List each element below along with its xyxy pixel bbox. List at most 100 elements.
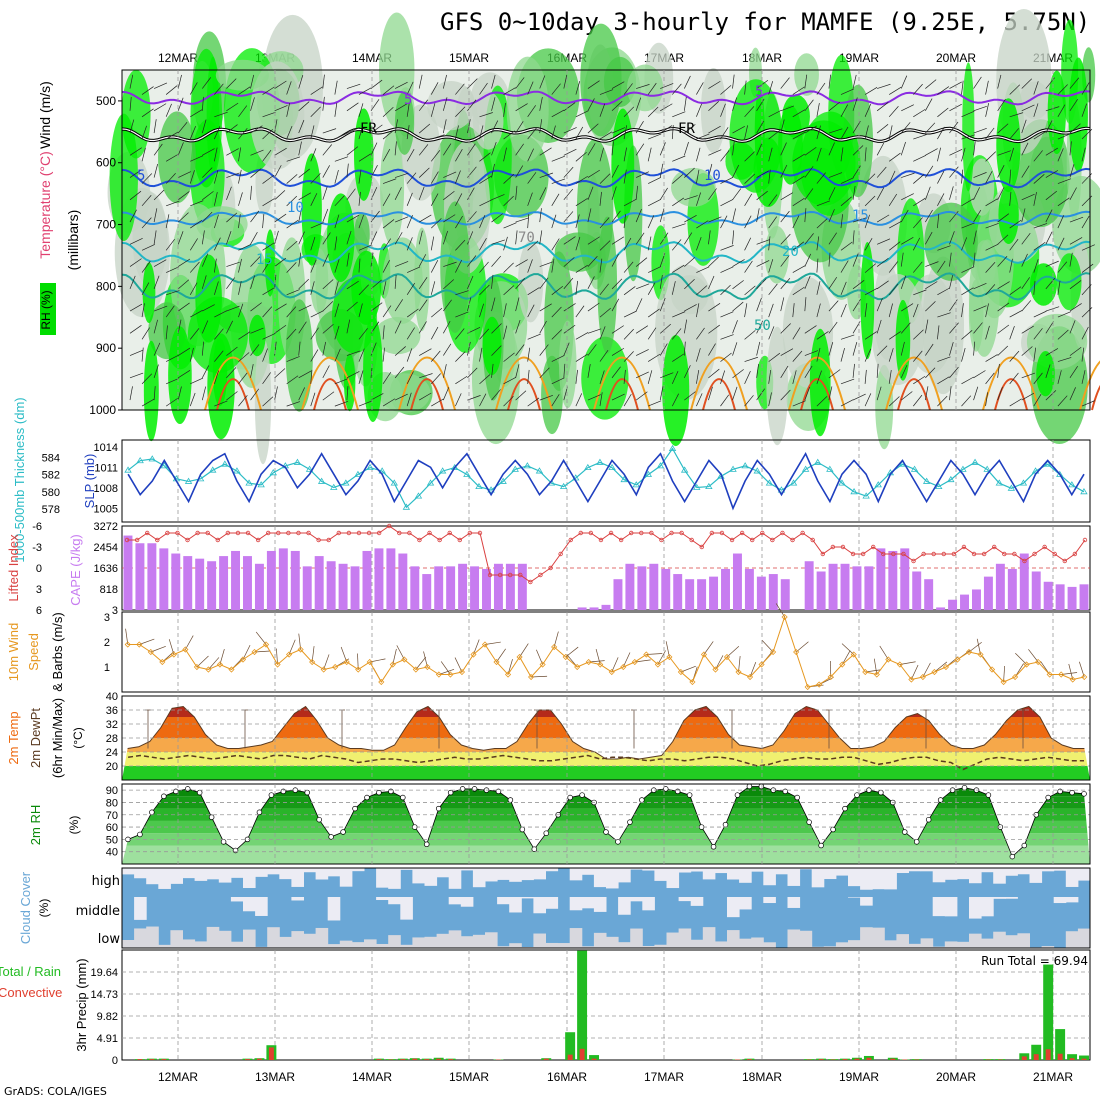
wind-barb: [1033, 241, 1046, 251]
rh-point: [674, 788, 681, 795]
wind-barb: [129, 74, 134, 89]
cloud-high-cell: [920, 868, 934, 872]
wind-barb: [141, 125, 147, 140]
rh-point: [400, 794, 406, 801]
cape-bar: [900, 548, 910, 610]
wind-barb: [985, 103, 989, 117]
y-axis-label: 3hr Precip (mm): [74, 958, 89, 1051]
wind-barb: [141, 303, 145, 318]
wind-barb: [322, 232, 331, 245]
wind-barb: [322, 186, 328, 200]
wind-barb: [1068, 663, 1074, 680]
wind-barb: [455, 290, 469, 296]
cloud-middle-cell: [388, 897, 401, 905]
wind-barb: [467, 395, 481, 401]
wind-barb: [720, 85, 732, 95]
wind-barb: [635, 97, 642, 111]
wind-barb: [196, 655, 209, 668]
wind-barb: [418, 254, 427, 267]
wind-barb: [274, 324, 287, 334]
wind-barb: [696, 220, 709, 229]
thickness-point: [850, 488, 858, 495]
wind-barb: [647, 327, 657, 340]
wind-barb: [659, 386, 664, 401]
cloud-high-cell: [860, 868, 873, 890]
cloud-middle-cell: [690, 897, 704, 906]
wind-barb: [443, 214, 456, 223]
wind-speed-point: [458, 668, 466, 676]
cape-bar: [147, 543, 157, 610]
thickness-point: [269, 469, 277, 476]
wind-barb: [587, 98, 595, 111]
wind-barb: [334, 303, 340, 318]
wind-barb: [1009, 350, 1020, 362]
wind-barb: [587, 256, 598, 267]
lifted-index-point: [175, 530, 180, 536]
wind-barb: [672, 239, 682, 251]
cape-bar: [410, 566, 420, 610]
wind-barb: [575, 175, 588, 184]
isotherm-line: [605, 378, 639, 411]
wind-barb: [925, 261, 939, 267]
wind-barb: [479, 112, 493, 118]
isotherm-line: [800, 378, 834, 411]
wind-barb: [888, 261, 898, 273]
convective-bar: [412, 1058, 418, 1060]
cloud-high-cell: [1029, 868, 1043, 883]
cloud-low-cell: [545, 942, 559, 948]
wind-barb: [659, 343, 668, 356]
wind-barb: [1057, 280, 1061, 295]
wind-barb: [672, 223, 686, 229]
wind-barb: [165, 238, 175, 251]
wind-barb: [238, 127, 248, 140]
wind-barb: [141, 398, 155, 407]
wind-speed-point: [919, 673, 926, 681]
lifted-index-point: [437, 537, 442, 543]
wind-barb: [732, 386, 738, 401]
cape-bar: [924, 579, 934, 610]
isotherm-line: [216, 378, 250, 411]
wind-barb: [852, 145, 864, 156]
wind-barb: [864, 147, 867, 162]
wind-barb: [551, 285, 564, 296]
wind-barb: [443, 190, 455, 201]
convective-bar: [1033, 1054, 1039, 1060]
wind-barb: [226, 367, 237, 379]
wind-speed-point: [297, 646, 304, 653]
thickness-point: [874, 481, 882, 488]
wind-barb: [708, 386, 713, 401]
wind-barb: [274, 165, 282, 178]
wind-barb: [141, 86, 154, 95]
rh-cell: [794, 53, 819, 96]
cloud-middle-cell: [134, 897, 147, 920]
thickness-point: [656, 462, 665, 469]
wind-barb: [792, 109, 806, 118]
rh-cell: [168, 326, 192, 425]
wind-barb: [973, 187, 980, 200]
cloud-high-cell: [606, 868, 619, 889]
wind-barb: [334, 156, 349, 162]
wind-barb: [816, 102, 820, 117]
wind-barb: [937, 260, 946, 273]
wind-barb: [178, 347, 191, 356]
wind-barb: [165, 397, 178, 407]
wind-barb: [708, 368, 720, 379]
rh-point: [579, 792, 585, 798]
cloud-low-cell: [944, 941, 958, 948]
wind-barb: [937, 170, 945, 184]
wind-barb: [496, 648, 506, 663]
lifted-index-point: [457, 537, 462, 543]
wind-barb: [226, 186, 232, 200]
date-label-bottom: 21MAR: [1033, 1070, 1073, 1084]
wind-barb: [539, 75, 546, 89]
wind-barb: [419, 214, 432, 223]
wind-barb: [840, 304, 847, 318]
wind-barb: [599, 191, 602, 206]
rh-point: [471, 786, 478, 792]
wind-barb: [334, 281, 339, 295]
wind-barb: [768, 392, 772, 407]
wind-barb: [250, 388, 260, 401]
wind-barb: [961, 147, 966, 162]
wind-barb: [358, 153, 371, 162]
